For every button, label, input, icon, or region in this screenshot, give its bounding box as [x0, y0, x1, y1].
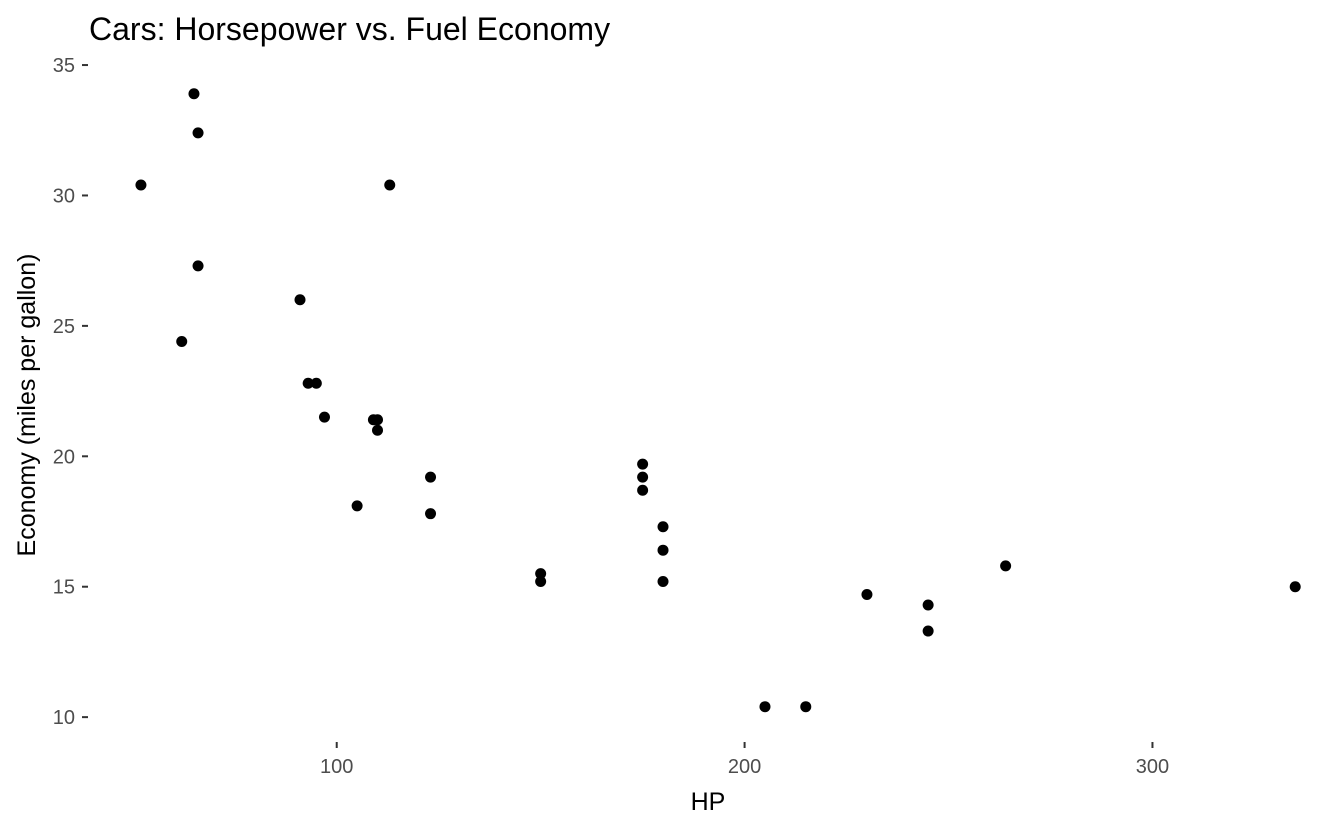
y-axis: 10 15 20 25 30 35 — [53, 55, 88, 729]
data-point — [1000, 560, 1012, 572]
data-point — [535, 568, 547, 580]
data-point — [302, 377, 314, 389]
data-point — [425, 471, 437, 483]
data-point — [188, 88, 200, 100]
y-tick-label: 30 — [53, 185, 75, 207]
data-point — [176, 336, 188, 348]
y-tick-label: 20 — [53, 446, 75, 468]
data-point — [922, 599, 934, 611]
data-point — [318, 411, 330, 423]
data-point — [759, 701, 771, 713]
data-point — [372, 424, 384, 436]
x-tick-label: 100 — [320, 756, 353, 778]
data-point — [135, 179, 147, 191]
data-point — [351, 500, 363, 512]
data-point — [1289, 581, 1301, 593]
data-point — [657, 521, 669, 533]
data-point — [637, 484, 649, 496]
data-point — [192, 260, 204, 272]
x-tick-label: 200 — [728, 756, 761, 778]
data-point — [425, 508, 437, 520]
data-point — [657, 544, 669, 556]
data-point — [922, 625, 934, 637]
y-axis-title: Economy (miles per gallon) — [13, 254, 41, 557]
data-point — [384, 179, 396, 191]
y-tick-label: 10 — [53, 707, 75, 729]
data-point — [637, 458, 649, 470]
data-point — [657, 575, 669, 587]
data-point — [800, 701, 812, 713]
data-point — [310, 377, 322, 389]
data-point — [192, 127, 204, 139]
chart-title: Cars: Horsepower vs. Fuel Economy — [89, 11, 610, 47]
data-points — [135, 88, 1301, 713]
data-point — [637, 471, 649, 483]
data-point — [372, 414, 384, 426]
data-point — [294, 294, 306, 306]
y-tick-label: 15 — [53, 577, 75, 599]
y-tick-label: 35 — [53, 55, 75, 77]
x-tick-label: 300 — [1136, 756, 1169, 778]
data-point — [861, 589, 873, 601]
x-axis-title: HP — [691, 788, 726, 816]
x-axis: 100 200 300 — [320, 742, 1169, 778]
data-point — [535, 575, 547, 587]
y-tick-label: 25 — [53, 316, 75, 338]
